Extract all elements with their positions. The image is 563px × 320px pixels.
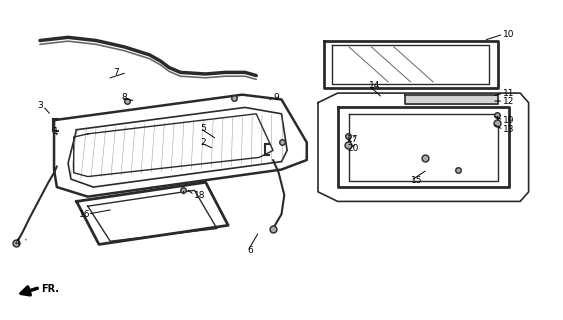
Text: 8: 8 xyxy=(122,93,127,102)
Text: 3: 3 xyxy=(37,101,43,110)
Text: 10: 10 xyxy=(503,30,515,39)
Text: 5: 5 xyxy=(200,124,206,132)
Text: 19: 19 xyxy=(503,116,515,125)
Text: 15: 15 xyxy=(410,176,422,185)
Text: FR.: FR. xyxy=(41,284,59,294)
Text: 12: 12 xyxy=(503,97,515,106)
Text: 20: 20 xyxy=(347,144,359,153)
Text: 1: 1 xyxy=(53,127,59,136)
Text: 2: 2 xyxy=(200,138,205,147)
Text: 6: 6 xyxy=(248,246,253,255)
Text: 17: 17 xyxy=(347,135,359,144)
Text: 7: 7 xyxy=(113,68,119,77)
Text: 4: 4 xyxy=(15,238,20,247)
Text: 18: 18 xyxy=(194,190,206,200)
Text: 9: 9 xyxy=(273,93,279,102)
Text: 14: 14 xyxy=(369,81,380,90)
Text: 16: 16 xyxy=(79,210,91,219)
Text: 13: 13 xyxy=(503,125,515,134)
Text: 11: 11 xyxy=(503,89,515,98)
